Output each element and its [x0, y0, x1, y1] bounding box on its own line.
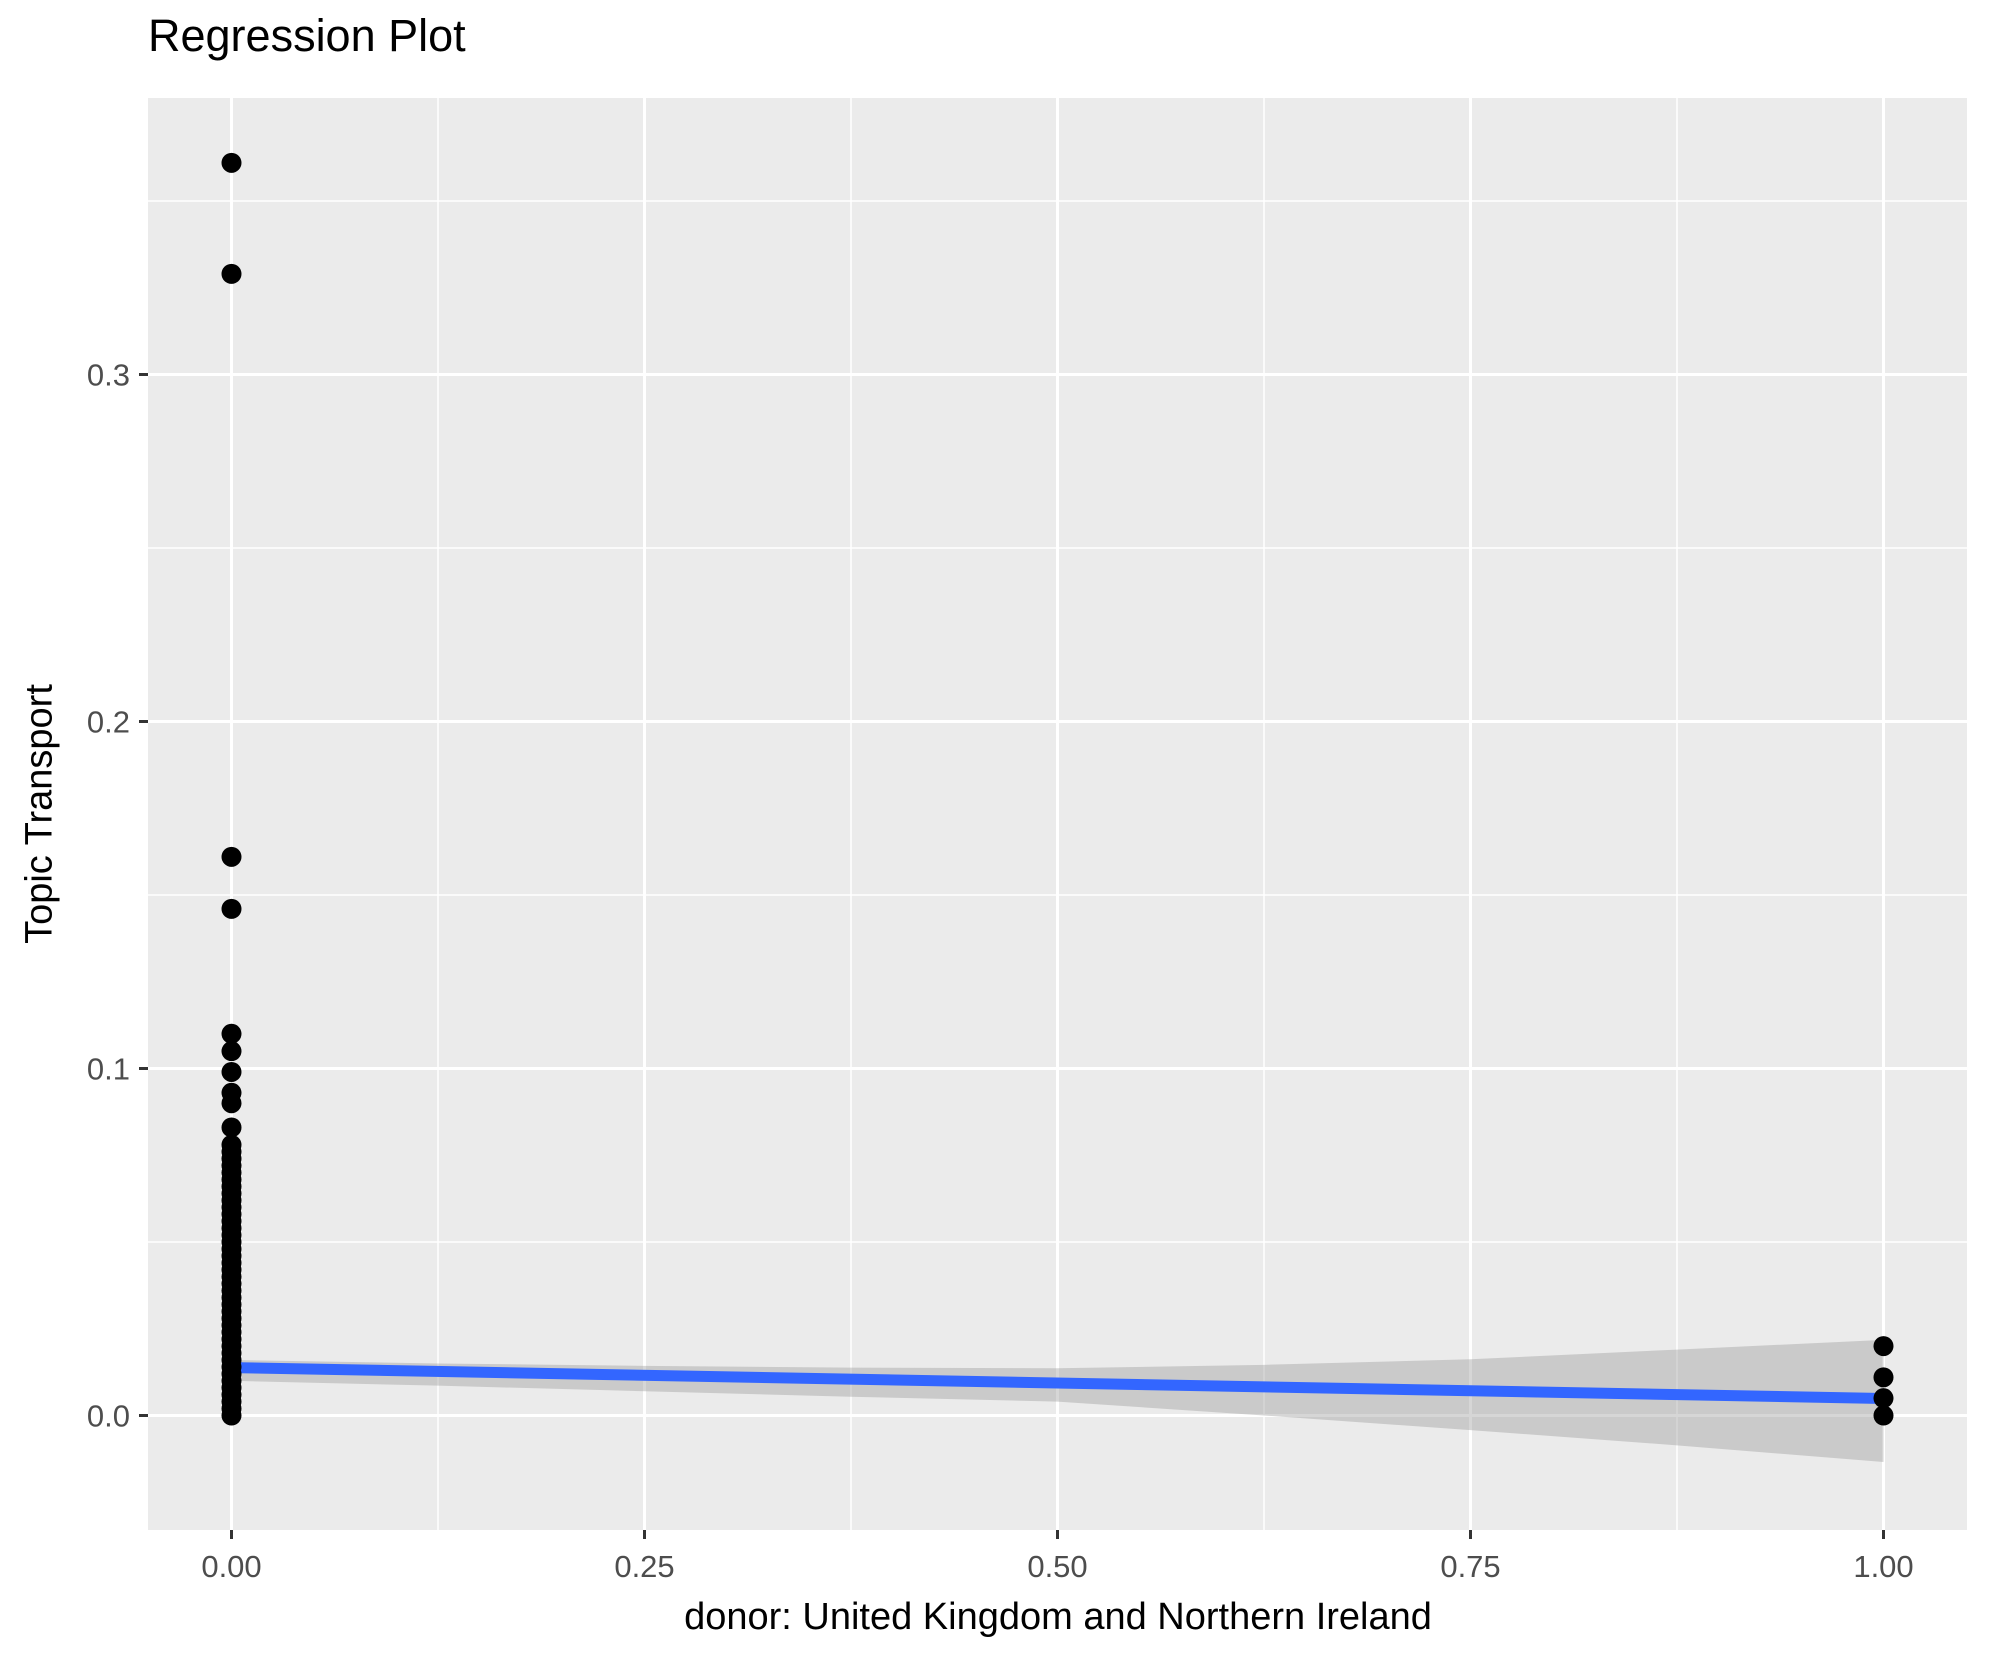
scatter-point: [221, 1061, 242, 1082]
x-tick-label: 0.50: [1027, 1549, 1087, 1584]
scatter-point: [221, 846, 242, 867]
scatter-point: [221, 1041, 242, 1062]
y-tick-label: 0.1: [87, 1052, 130, 1087]
scatter-point: [221, 152, 242, 173]
scatter-point: [221, 1023, 242, 1044]
y-tick-label: 0.2: [87, 705, 130, 740]
x-tick-label: 0.75: [1440, 1549, 1500, 1584]
scatter-point: [1873, 1336, 1894, 1357]
y-tick-label: 0.3: [87, 358, 130, 393]
scatter-point: [221, 898, 242, 919]
scatter-point: [221, 1405, 242, 1426]
scatter-point: [1873, 1388, 1894, 1409]
scatter-point: [221, 1117, 242, 1138]
x-tick-label: 0.00: [201, 1549, 261, 1584]
scatter-point: [221, 1093, 242, 1114]
plot-title: Regression Plot: [148, 10, 466, 61]
x-tick-label: 0.25: [614, 1549, 674, 1584]
scatter-point: [221, 263, 242, 284]
x-axis-title: donor: United Kingdom and Northern Irela…: [684, 1596, 1432, 1638]
x-tick-label: 1.00: [1853, 1549, 1913, 1584]
regression-line: [231, 1362, 1884, 1404]
y-tick-label: 0.0: [87, 1399, 130, 1434]
scatter-point: [1873, 1367, 1894, 1388]
scatter-point: [1873, 1405, 1894, 1426]
